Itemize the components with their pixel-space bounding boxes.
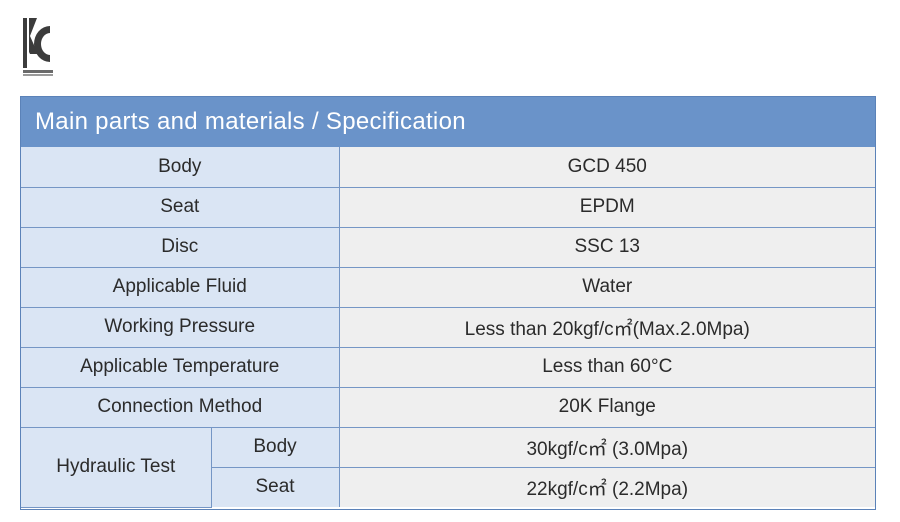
table-row: Seat 22kgf/c㎡ (2.2Mpa): [21, 467, 875, 507]
row-label: Connection Method: [21, 387, 340, 428]
spec-table: Main parts and materials / Specification…: [20, 96, 876, 510]
row-value: EPDM: [339, 187, 875, 228]
sub-row-label: Seat: [211, 467, 340, 507]
row-value: Water: [339, 267, 875, 308]
row-value: Less than 20kgf/c㎡(Max.2.0Mpa): [339, 307, 875, 348]
table-row: Applicable Fluid Water: [21, 267, 875, 308]
row-value: GCD 450: [339, 147, 875, 188]
table-row: Body GCD 450: [21, 147, 875, 188]
row-label: Disc: [21, 227, 340, 268]
table-row: Working Pressure Less than 20kgf/c㎡(Max.…: [21, 307, 875, 348]
spec-grid: Body GCD 450 Seat EPDM Disc SSC 13 Appli…: [21, 147, 875, 508]
row-value: 22kgf/c㎡ (2.2Mpa): [339, 467, 875, 507]
sub-row-label: Body: [211, 427, 340, 468]
table-row: Applicable Temperature Less than 60°C: [21, 347, 875, 388]
table-row: Hydraulic Test Body 30kgf/c㎡ (3.0Mpa): [21, 427, 875, 508]
spec-table-title: Main parts and materials / Specification: [21, 97, 875, 147]
row-label: Working Pressure: [21, 307, 340, 348]
row-value: SSC 13: [339, 227, 875, 268]
row-label: Applicable Temperature: [21, 347, 340, 388]
row-value: 30kgf/c㎡ (3.0Mpa): [339, 427, 875, 468]
row-value: 20K Flange: [339, 387, 875, 428]
group-label: Hydraulic Test: [21, 427, 212, 508]
table-row: Disc SSC 13: [21, 227, 875, 268]
row-value: Less than 60°C: [339, 347, 875, 388]
row-label: Applicable Fluid: [21, 267, 340, 308]
row-label: Body: [21, 147, 340, 188]
table-row: Connection Method 20K Flange: [21, 387, 875, 428]
kc-certification-icon: [20, 14, 56, 80]
row-label: Seat: [21, 187, 340, 228]
table-row: Seat EPDM: [21, 187, 875, 228]
